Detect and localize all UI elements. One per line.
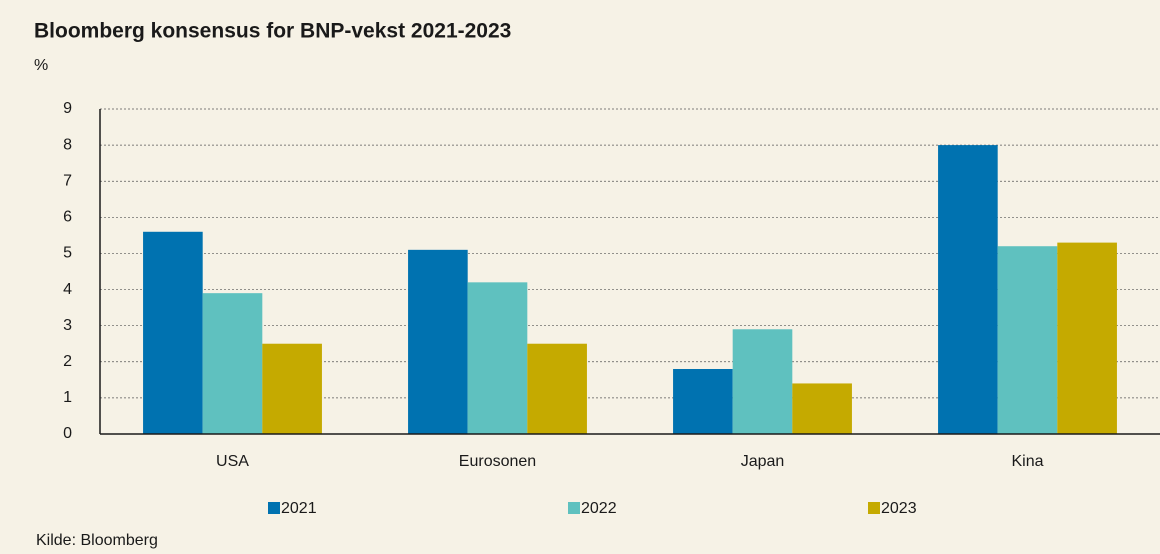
bar xyxy=(143,231,203,434)
x-tick-label: Kina xyxy=(1011,453,1043,470)
bar xyxy=(408,249,468,434)
y-tick-label: 7 xyxy=(63,172,72,189)
y-tick-label: 3 xyxy=(63,317,72,334)
legend-label: 2021 xyxy=(281,500,317,517)
y-tick-label: 9 xyxy=(63,100,72,117)
y-tick-label: 2 xyxy=(63,353,72,370)
y-tick-label: 1 xyxy=(63,389,72,406)
bar xyxy=(467,282,528,434)
y-tick-label: 0 xyxy=(63,425,72,442)
legend-swatch xyxy=(868,502,880,514)
bar xyxy=(527,343,587,434)
bar xyxy=(202,293,263,434)
y-tick-label: 6 xyxy=(63,209,72,226)
bar xyxy=(1057,242,1117,434)
bar xyxy=(732,329,793,434)
x-tick-label: Japan xyxy=(741,453,785,470)
y-tick-label: 4 xyxy=(63,281,72,298)
bar xyxy=(792,383,852,434)
bar xyxy=(938,145,998,434)
y-tick-label: 5 xyxy=(63,245,72,262)
legend-swatch xyxy=(568,502,580,514)
x-tick-label: USA xyxy=(216,453,249,470)
chart-title: Bloomberg konsensus for BNP-vekst 2021-2… xyxy=(34,20,511,43)
y-axis-label: % xyxy=(34,57,48,74)
legend-label: 2023 xyxy=(881,500,917,517)
bar xyxy=(997,246,1058,434)
bar xyxy=(262,343,322,434)
legend-label: 2022 xyxy=(581,500,617,517)
legend-swatch xyxy=(268,502,280,514)
bar xyxy=(673,369,733,434)
x-tick-label: Eurosonen xyxy=(459,453,536,470)
source: Kilde: Bloomberg xyxy=(36,532,158,549)
y-tick-label: 8 xyxy=(63,136,72,153)
